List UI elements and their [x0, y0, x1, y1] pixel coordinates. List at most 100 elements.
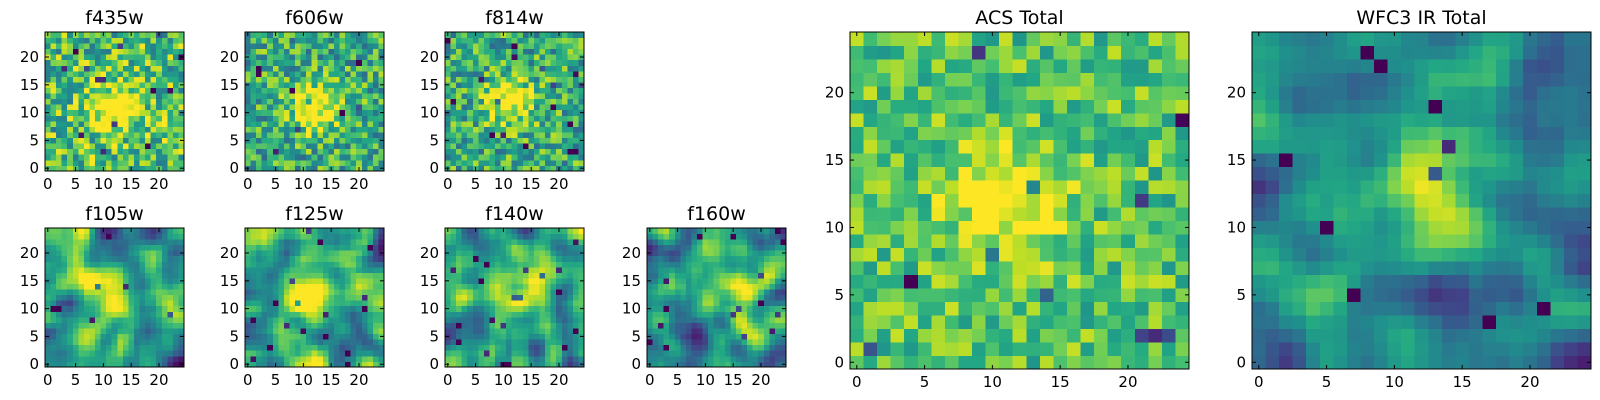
pixel-cell — [139, 65, 146, 72]
pixel-cell — [533, 328, 540, 335]
pixel-cell — [289, 143, 296, 150]
pixel-cell — [50, 115, 57, 122]
pixel-cell — [317, 93, 324, 100]
pixel-cell — [72, 322, 79, 329]
pixel-cell — [495, 165, 501, 172]
pixel-cell — [863, 261, 878, 276]
pixel-cell — [680, 305, 687, 312]
pixel-cell — [328, 316, 335, 323]
pixel-cell — [350, 255, 357, 262]
pixel-cell — [128, 272, 135, 279]
pixel-cell — [545, 104, 552, 111]
pixel-cell — [713, 239, 720, 246]
pixel-cell — [95, 43, 101, 50]
pixel-cell — [317, 59, 324, 66]
pixel-cell — [122, 65, 129, 72]
pixel-cell — [944, 166, 959, 181]
pixel-cell — [472, 120, 479, 127]
pixel-cell — [517, 244, 524, 251]
pixel-cell — [72, 278, 79, 284]
pixel-cell — [495, 109, 501, 116]
pixel-cell — [511, 305, 518, 312]
pixel-cell — [372, 344, 379, 351]
f105w-image — [45, 228, 185, 368]
pixel-cell — [100, 54, 107, 61]
pixel-cell — [361, 278, 368, 284]
pixel-cell — [128, 154, 135, 161]
pixel-cell — [372, 82, 379, 88]
pixel-cell — [278, 159, 285, 166]
pixel-cell — [156, 244, 163, 251]
y-tick-label: 20 — [220, 244, 239, 262]
pixel-cell — [145, 148, 152, 155]
pixel-cell — [680, 255, 687, 262]
pixel-cell — [311, 70, 318, 77]
pixel-cell — [356, 126, 363, 133]
pixel-cell — [283, 65, 290, 72]
pixel-cell — [685, 361, 692, 368]
pixel-cell — [669, 339, 676, 346]
pixel-cell — [500, 294, 507, 301]
pixel-cell — [272, 154, 279, 161]
pixel-cell — [256, 239, 263, 246]
pixel-cell — [333, 54, 340, 61]
pixel-cell — [467, 261, 474, 268]
pixel-cell — [985, 288, 1000, 302]
pixel-cell — [500, 154, 507, 161]
pixel-cell — [172, 355, 179, 362]
pixel-cell — [533, 239, 540, 246]
pixel-cell — [506, 120, 513, 127]
pixel-cell — [483, 305, 490, 312]
pixel-cell — [550, 48, 557, 55]
pixel-cell — [713, 244, 720, 251]
pixel-cell — [658, 239, 665, 246]
pixel-cell — [719, 339, 726, 346]
pixel-cell — [561, 322, 568, 329]
pixel-cell — [333, 70, 340, 77]
pixel-cell — [50, 272, 57, 279]
pixel-cell — [944, 301, 959, 316]
pixel-cell — [61, 148, 68, 155]
pixel-cell — [545, 339, 552, 346]
pixel-cell — [133, 137, 140, 144]
pixel-cell — [713, 322, 720, 329]
pixel-cell — [133, 322, 140, 329]
pixel-cell — [517, 233, 524, 240]
pixel-cell — [56, 54, 63, 61]
pixel-cell — [556, 289, 563, 296]
pixel-cell — [780, 294, 787, 301]
pixel-cell — [533, 266, 540, 273]
pixel-cell — [250, 82, 257, 88]
pixel-cell — [356, 82, 363, 88]
f160w-title: f160w — [687, 203, 746, 225]
pixel-cell — [317, 255, 324, 262]
pixel-cell — [522, 316, 529, 323]
pixel-cell — [550, 143, 557, 150]
pixel-cell — [999, 301, 1014, 316]
pixel-cell — [350, 148, 357, 155]
pixel-cell — [1134, 328, 1149, 343]
pixel-cell — [567, 322, 574, 329]
pixel-cell — [528, 255, 535, 262]
pixel-cell — [317, 233, 324, 240]
pixel-cell — [100, 339, 107, 346]
pixel-cell — [658, 244, 665, 251]
pixel-cell — [283, 272, 290, 279]
pixel-cell — [172, 76, 179, 83]
pixel-cell — [128, 355, 135, 362]
pixel-cell — [283, 244, 290, 251]
pixel-cell — [713, 339, 720, 346]
pixel-cell — [561, 59, 568, 66]
pixel-cell — [117, 137, 124, 144]
pixel-cell — [128, 82, 135, 88]
pixel-cell — [367, 344, 374, 351]
pixel-cell — [139, 87, 146, 94]
pixel-cell — [758, 350, 765, 357]
pixel-cell — [100, 132, 107, 139]
pixel-cell — [1039, 193, 1054, 208]
pixel-cell — [67, 283, 74, 290]
pixel-cell — [300, 104, 307, 111]
pixel-cell — [311, 266, 318, 273]
pixel-cell — [450, 289, 457, 296]
pixel-cell — [450, 261, 457, 268]
